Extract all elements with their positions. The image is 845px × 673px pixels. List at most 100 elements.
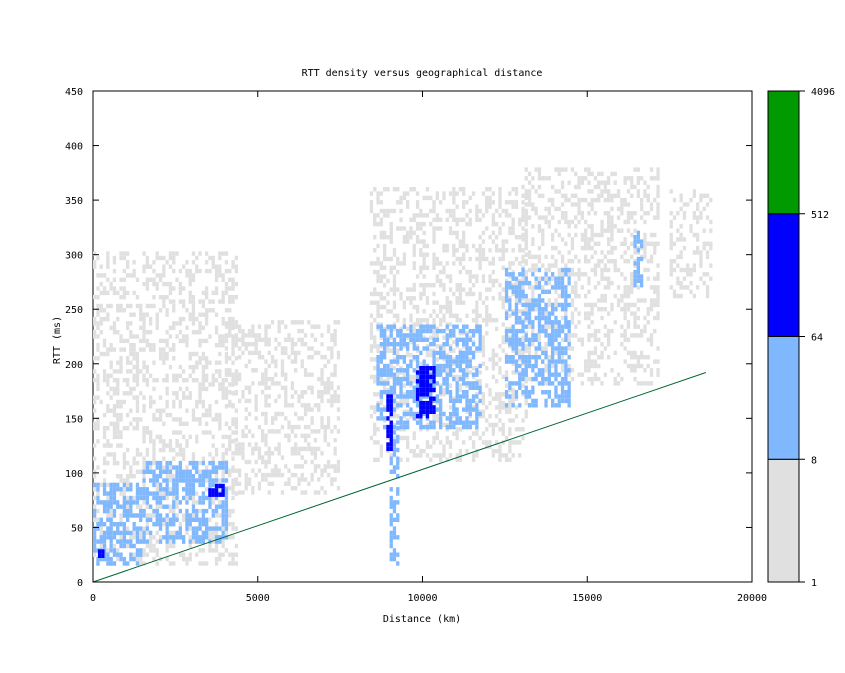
density-cell: [162, 408, 166, 413]
density-cell: [214, 556, 219, 562]
density-cell: [172, 286, 176, 291]
density-cell: [560, 350, 565, 356]
density-cell: [392, 324, 397, 329]
density-cell: [557, 355, 561, 360]
density-cell: [112, 508, 117, 514]
density-cell: [142, 439, 146, 444]
density-cell: [471, 407, 476, 412]
density-cell: [616, 298, 621, 303]
density-cell: [445, 248, 449, 253]
density-cell: [195, 264, 199, 269]
density-cell: [521, 206, 525, 212]
density-cell: [392, 342, 397, 347]
density-cell: [234, 468, 238, 473]
density-cell: [435, 328, 439, 334]
density-cell: [188, 391, 192, 396]
density-cell: [709, 197, 713, 203]
density-cell: [191, 351, 196, 357]
density-cell: [557, 394, 561, 399]
density-cell: [214, 447, 219, 453]
density-cell: [93, 321, 97, 326]
density-cell: [587, 167, 591, 172]
density-cell: [383, 256, 387, 262]
density-cell: [643, 250, 647, 255]
density-cell: [158, 465, 163, 470]
density-cell: [326, 376, 331, 382]
density-cell: [119, 552, 123, 557]
density-cell: [211, 530, 215, 536]
density-cell: [415, 213, 420, 218]
density-cell: [99, 535, 103, 540]
density-cell: [178, 508, 182, 514]
density-cell: [102, 338, 107, 344]
density-cell: [221, 469, 225, 474]
density-cell: [429, 390, 433, 395]
density-cell: [307, 407, 311, 412]
density-cell: [122, 268, 126, 274]
density-cell: [465, 291, 469, 297]
density-cell: [475, 372, 479, 377]
density-cell: [570, 298, 575, 303]
density-cell: [564, 337, 568, 342]
density-cell: [376, 213, 380, 218]
density-cell: [172, 430, 176, 435]
density-cell: [402, 400, 406, 406]
density-cell: [412, 394, 416, 399]
density-cell: [656, 372, 660, 377]
density-cell: [142, 487, 146, 492]
density-cell: [491, 318, 495, 323]
density-cell: [636, 180, 640, 185]
density-cell: [231, 478, 235, 483]
density-cell: [478, 208, 482, 214]
density-cell: [198, 495, 202, 501]
density-cell: [149, 434, 153, 440]
density-cell: [574, 307, 578, 312]
density-cell: [682, 202, 687, 207]
density-cell: [584, 228, 588, 233]
density-cell: [142, 474, 146, 479]
density-cell: [432, 283, 436, 288]
density-cell: [419, 370, 423, 375]
density-cell: [564, 311, 568, 316]
density-cell: [465, 407, 469, 412]
density-cell: [521, 217, 525, 222]
density-cell: [379, 444, 383, 449]
density-cell: [620, 241, 624, 246]
density-cell: [514, 405, 519, 410]
density-cell: [270, 381, 275, 386]
density-cell: [429, 283, 433, 288]
density-cell: [537, 276, 542, 281]
density-cell: [211, 495, 215, 501]
density-cell: [435, 344, 439, 349]
density-cell: [231, 456, 235, 461]
density-cell: [218, 421, 222, 426]
density-cell: [201, 290, 205, 296]
density-cell: [620, 342, 624, 347]
density-cell: [653, 232, 657, 238]
density-cell: [221, 334, 225, 339]
density-cell: [593, 263, 598, 268]
density-cell: [429, 457, 433, 462]
density-cell: [448, 309, 453, 314]
density-cell: [402, 424, 406, 430]
density-cell: [185, 443, 189, 448]
density-cell: [277, 468, 281, 473]
density-cell: [481, 348, 486, 353]
density-cell: [455, 394, 459, 399]
density-cell: [172, 356, 176, 361]
density-cell: [406, 381, 410, 386]
density-cell: [244, 459, 248, 465]
density-cell: [211, 308, 215, 313]
density-cell: [178, 452, 182, 457]
density-cell: [165, 482, 169, 488]
density-cell: [593, 372, 598, 377]
density-cell: [135, 356, 140, 361]
density-cell: [462, 239, 466, 244]
density-cell: [211, 469, 215, 474]
density-cell: [93, 517, 97, 522]
density-cell: [251, 451, 255, 456]
density-cell: [521, 328, 525, 334]
density-cell: [369, 326, 374, 332]
density-cell: [534, 206, 538, 212]
density-cell: [514, 276, 519, 281]
